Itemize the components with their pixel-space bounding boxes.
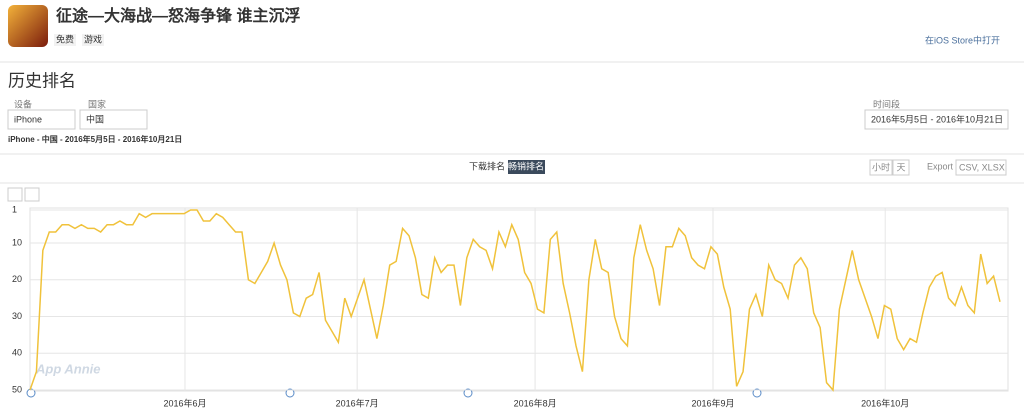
y-tick-label: 10: [12, 237, 22, 247]
x-tick-label: 2016年10月: [861, 397, 909, 408]
app-icon: [8, 5, 48, 47]
tag-bg: [54, 34, 76, 46]
tag-bg: [82, 34, 104, 46]
open-link[interactable]: 在iOS Store中打开: [925, 34, 1000, 45]
device: iPhone: [14, 114, 42, 124]
period-select[interactable]: [864, 109, 1009, 130]
tag: 免费: [56, 33, 74, 44]
x-tick-label: 2016年6月: [163, 397, 206, 408]
tag: 游戏: [84, 33, 102, 44]
period: 2016年5月5日 - 2016年10月21日: [871, 113, 1003, 124]
zoom-button[interactable]: [24, 187, 40, 202]
event-marker[interactable]: [752, 388, 762, 398]
y-tick-label: 30: [12, 311, 22, 321]
watermark: App Annie: [35, 361, 101, 376]
event-markers: [26, 388, 762, 398]
x-tick-label: 2016年7月: [336, 397, 379, 408]
button-label: CSV, XLSX: [959, 162, 1005, 172]
device-select[interactable]: [7, 109, 76, 130]
tab[interactable]: 下载排名: [469, 160, 505, 171]
country: 中国: [86, 113, 104, 124]
app-title: 征途—大海战—怒海争锋 谁主沉浮: [56, 6, 300, 25]
rank-line: [29, 209, 1001, 392]
y-tick-label: 1: [12, 204, 17, 214]
summary: iPhone - 中国 - 2016年5月5日 - 2016年10月21日: [8, 134, 182, 144]
country-select[interactable]: [79, 109, 148, 130]
button[interactable]: [869, 159, 893, 176]
filter-label: 国家: [88, 98, 106, 109]
reset-button[interactable]: [7, 187, 23, 202]
button-label: 小时: [872, 161, 890, 172]
filter-label: 设备: [14, 98, 32, 109]
tab-active-bg: [508, 160, 545, 174]
button[interactable]: [955, 159, 1007, 176]
y-tick-label: 40: [12, 348, 22, 358]
x-tick-label: 2016年9月: [692, 397, 735, 408]
button[interactable]: [892, 159, 910, 176]
button-label: 天: [896, 162, 905, 172]
export[interactable]: Export: [927, 161, 954, 171]
filter-label: 时间段: [873, 98, 900, 109]
event-marker[interactable]: [463, 388, 473, 398]
y-tick-label: 20: [12, 274, 22, 284]
tab[interactable]: 畅销排名: [508, 160, 544, 171]
event-marker[interactable]: [285, 388, 295, 398]
section-title: 历史排名: [8, 71, 76, 90]
x-tick-label: 2016年8月: [514, 397, 557, 408]
y-tick-label: 50: [12, 384, 22, 394]
plot-area: [29, 207, 1009, 392]
